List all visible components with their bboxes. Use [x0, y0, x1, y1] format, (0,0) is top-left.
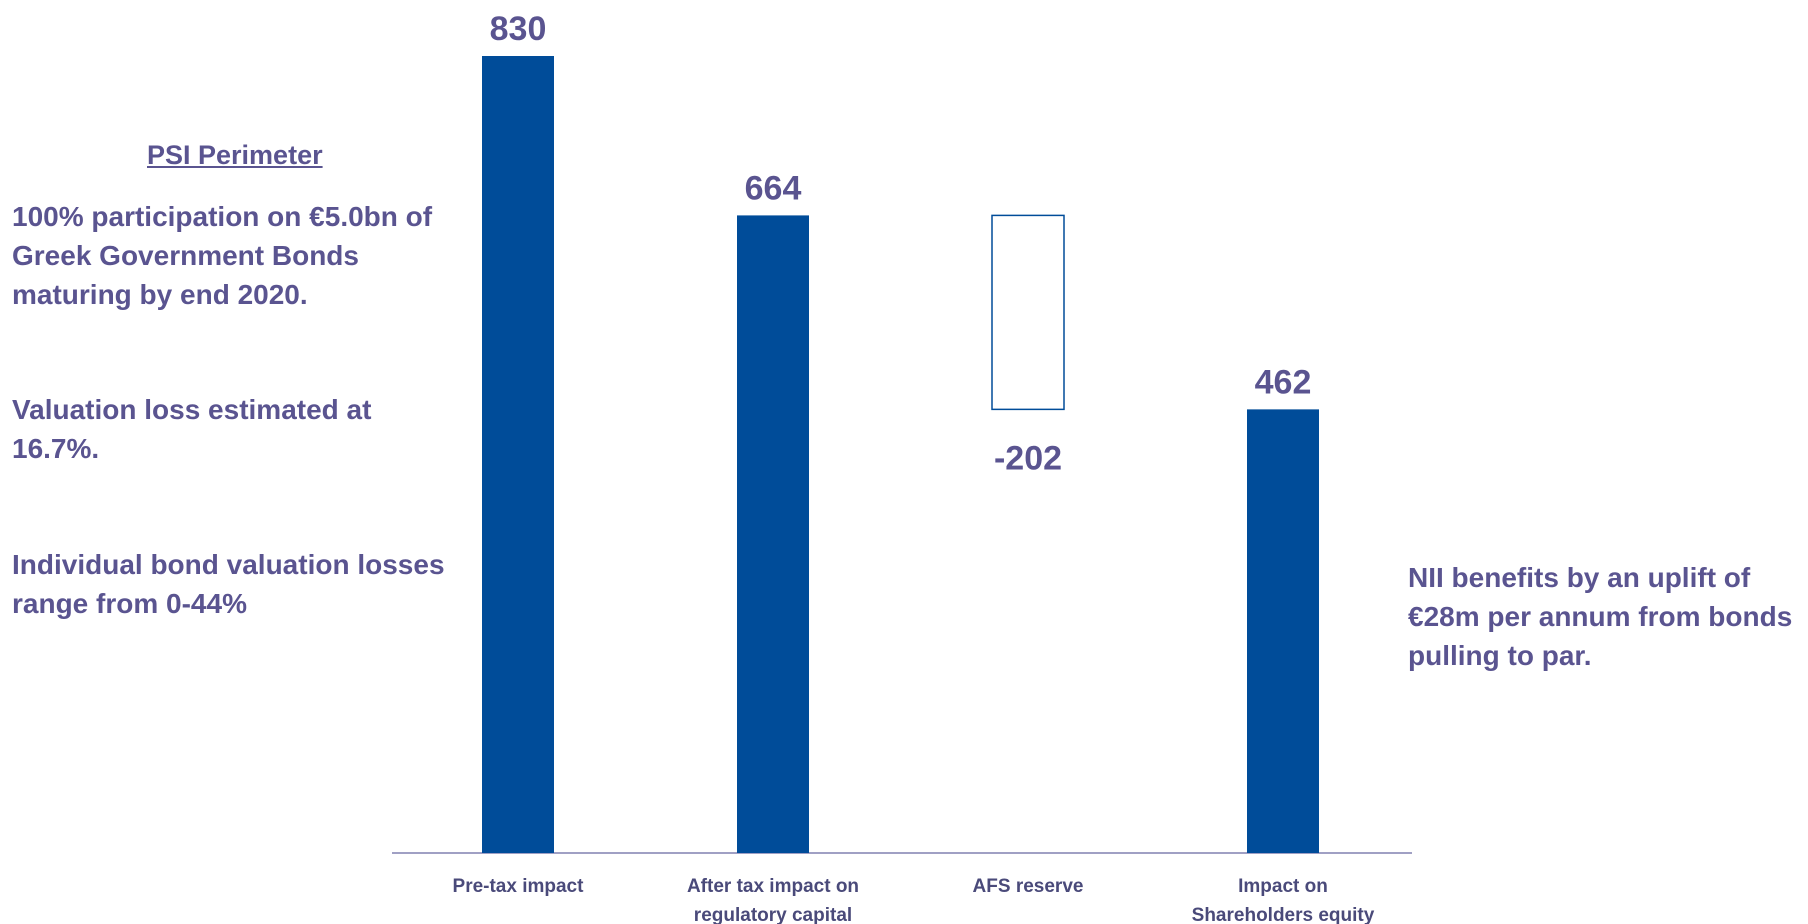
valuation-loss-text: Valuation loss estimated at 16.7%. — [12, 394, 372, 464]
bar-2 — [991, 214, 1065, 411]
value-label-0: 830 — [490, 10, 547, 48]
participation-text: 100% participation on €5.0bn of Greek Go… — [12, 201, 433, 310]
category-label-1-0: After tax impact on — [687, 876, 859, 897]
category-label-1-1: regulatory capital — [694, 905, 852, 924]
value-label-2: -202 — [994, 439, 1062, 477]
bar-1 — [737, 215, 809, 853]
category-label-3-1: Shareholders equity — [1192, 905, 1375, 924]
nii-benefits-note: NII benefits by an uplift of €28m per an… — [1408, 562, 1793, 671]
bar-0 — [482, 56, 554, 853]
category-label-3-0: Impact on — [1238, 876, 1328, 897]
bond-loss-range-text: Individual bond valuation losses range f… — [12, 549, 445, 619]
category-label-0-0: Pre-tax impact — [453, 876, 585, 897]
value-label-3: 462 — [1255, 363, 1312, 401]
bar-3 — [1247, 409, 1319, 853]
value-label-1: 664 — [745, 169, 802, 207]
psi-perimeter-heading: PSI Perimeter — [147, 140, 323, 170]
category-label-2-0: AFS reserve — [973, 876, 1084, 897]
